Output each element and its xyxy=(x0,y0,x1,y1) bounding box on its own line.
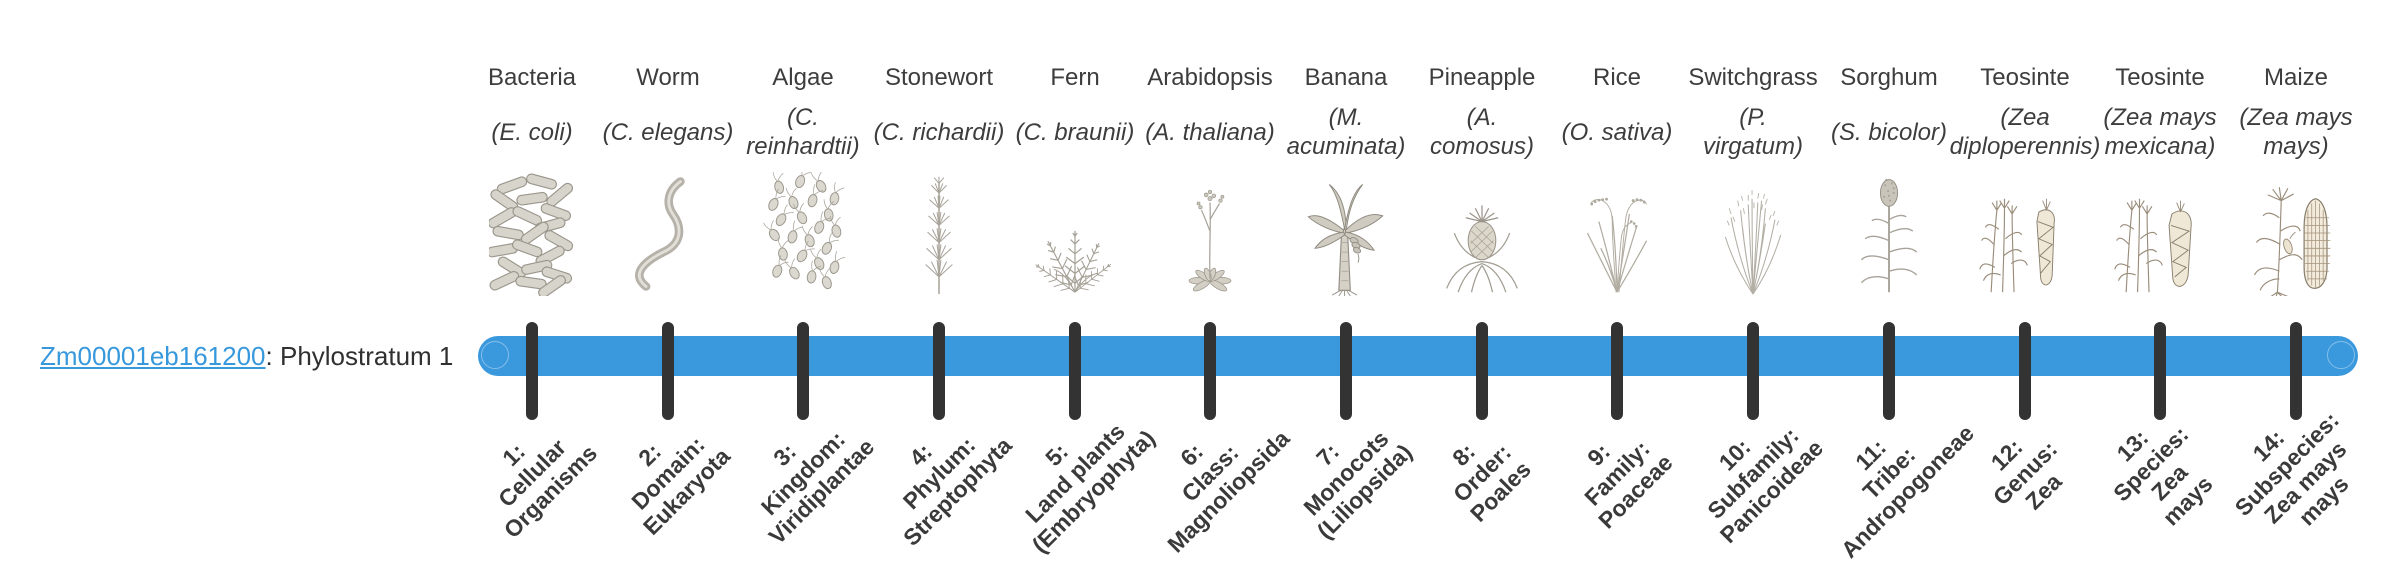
organism-column-pineapple: Pineapple (A. comosus) xyxy=(1407,62,1557,296)
organism-name: Teosinte xyxy=(2115,64,2205,91)
switchgrass-image xyxy=(1678,168,1828,296)
organism-column-maize: Maize (Zea mays mays) xyxy=(2221,62,2371,296)
organism-name: Rice xyxy=(1592,64,1641,91)
phylostratum-tick-5 xyxy=(1069,322,1081,420)
algae-image xyxy=(728,168,878,296)
worm-image xyxy=(593,168,743,296)
organism-column-fern: Fern (C. braunii) xyxy=(1000,62,1150,296)
phylostratum-tick-8 xyxy=(1476,322,1488,420)
organism-name: Arabidopsis xyxy=(1147,64,1273,91)
organism-column-teosinte-diploperennis: Teosinte (Zea diploperennis) xyxy=(1950,62,2100,296)
phylostrata-bar xyxy=(478,336,2358,376)
organism-name: Stonewort xyxy=(884,64,994,91)
arabidopsis-image xyxy=(1135,168,1285,296)
organism-column-stonewort: Stonewort (C. richardii) xyxy=(864,62,1014,296)
phylostratum-label-text: 7: Monocots (Liliopsida) xyxy=(1298,425,1417,544)
organism-column-worm: Worm (C. elegans) xyxy=(593,62,743,296)
phylostratum-tick-9 xyxy=(1611,322,1623,420)
organism-name: Maize xyxy=(2263,64,2329,91)
gene-label-suffix: : Phylostratum 1 xyxy=(265,341,454,371)
organism-scientific-name: (C. braunii) xyxy=(1015,118,1135,146)
organism-scientific-name: (E. coli) xyxy=(491,118,573,146)
teosinte-mexicana-image xyxy=(2085,168,2235,296)
organism-scientific-name: (C. richardii) xyxy=(873,118,1005,146)
organism-name: Bacteria xyxy=(487,64,577,91)
organism-scientific-name: (O. sativa) xyxy=(1561,118,1673,146)
organism-column-teosinte-mexicana: Teosinte (Zea mays mexicana) xyxy=(2085,62,2235,296)
stonewort-image xyxy=(864,168,1014,296)
bacteria-image xyxy=(457,168,607,296)
organism-column-switchgrass: Switchgrass (P. virgatum) xyxy=(1678,62,1828,296)
organism-column-sorghum: Sorghum (S. bicolor) xyxy=(1814,62,1964,296)
pineapple-image xyxy=(1407,168,1557,296)
phylostratum-label-text: 14: Subspecies: Zea mays mays xyxy=(2229,406,2354,531)
organism-name: Algae xyxy=(772,64,834,91)
phylostratum-tick-12 xyxy=(2019,322,2031,420)
organism-column-banana: Banana (M. acuminata) xyxy=(1271,62,1421,296)
teosinte-diploperennis-image xyxy=(1950,168,2100,296)
phylostratum-tick-14 xyxy=(2290,322,2302,420)
organism-name: Sorghum xyxy=(1840,64,1938,91)
phylostratum-label-text: 1: Cellular Organisms xyxy=(492,433,603,544)
sorghum-image xyxy=(1814,168,1964,296)
organism-column-algae: Algae (C. reinhardtii) xyxy=(728,62,878,296)
phylostratum-tick-3 xyxy=(797,322,809,420)
phylostratum-label-text: 13: Species: Zea mays xyxy=(2108,421,2218,531)
phylostratum-tick-13 xyxy=(2154,322,2166,420)
organism-column-arabidopsis: Arabidopsis (A. thaliana) xyxy=(1135,62,1285,296)
organism-scientific-name: (M. acuminata) xyxy=(1286,104,1406,160)
maize-image xyxy=(2221,168,2371,296)
phylostratum-label-text: 8: Order: Poales xyxy=(1447,438,1536,527)
phylostratum-tick-2 xyxy=(662,322,674,420)
organism-scientific-name: (A. comosus) xyxy=(1429,104,1535,160)
phylostratum-tick-1 xyxy=(526,322,538,420)
fern-image xyxy=(1000,168,1150,296)
organism-scientific-name: (Zea diploperennis) xyxy=(1949,104,2101,160)
organism-name: Teosinte xyxy=(1980,64,2070,91)
organism-name: Banana xyxy=(1304,64,1388,91)
organism-scientific-name: (Zea mays mexicana) xyxy=(2103,104,2217,160)
organism-scientific-name: (C. elegans) xyxy=(602,118,734,146)
organism-column-bacteria: Bacteria (E. coli) xyxy=(457,62,607,296)
phylostratum-tick-4 xyxy=(933,322,945,420)
organism-name: Worm xyxy=(636,64,700,91)
rice-image xyxy=(1542,168,1692,296)
organism-name: Pineapple xyxy=(1428,64,1536,91)
phylostratum-label-text: 12: Genus: Zea xyxy=(1985,433,2067,515)
phylostratum-tick-7 xyxy=(1340,322,1352,420)
phylostratum-tick-10 xyxy=(1747,322,1759,420)
phylostratum-label-text: 9: Family: Poaceae xyxy=(1579,435,1678,534)
gene-link[interactable]: Zm00001eb161200 xyxy=(40,341,266,371)
phylostratum-label-text: 10: Subfamily: Panicoideae xyxy=(1702,422,1829,549)
gene-label: Zm00001eb161200: Phylostratum 1 xyxy=(40,337,453,375)
organism-name: Switchgrass xyxy=(1688,64,1818,91)
phylostratum-label-text: 3: Kingdom: Viridiplantae xyxy=(755,425,880,550)
banana-image xyxy=(1271,168,1421,296)
phylostratum-tick-11 xyxy=(1883,322,1895,420)
organism-name: Fern xyxy=(1050,64,1100,91)
organism-scientific-name: (Zea mays mays) xyxy=(2239,104,2353,160)
phylostratum-label-text: 4: Phylum: Streptophyta xyxy=(897,431,1017,551)
organism-scientific-name: (A. thaliana) xyxy=(1145,118,1275,146)
organism-scientific-name: (S. bicolor) xyxy=(1830,118,1948,146)
phylostratum-label-text: 2: Domain: Eukaryota xyxy=(626,431,735,540)
organism-scientific-name: (C. reinhardtii) xyxy=(746,104,860,160)
phylostratum-tick-6 xyxy=(1204,322,1216,420)
organism-column-rice: Rice (O. sativa) xyxy=(1542,62,1692,296)
organism-scientific-name: (P. virgatum) xyxy=(1702,104,1804,160)
